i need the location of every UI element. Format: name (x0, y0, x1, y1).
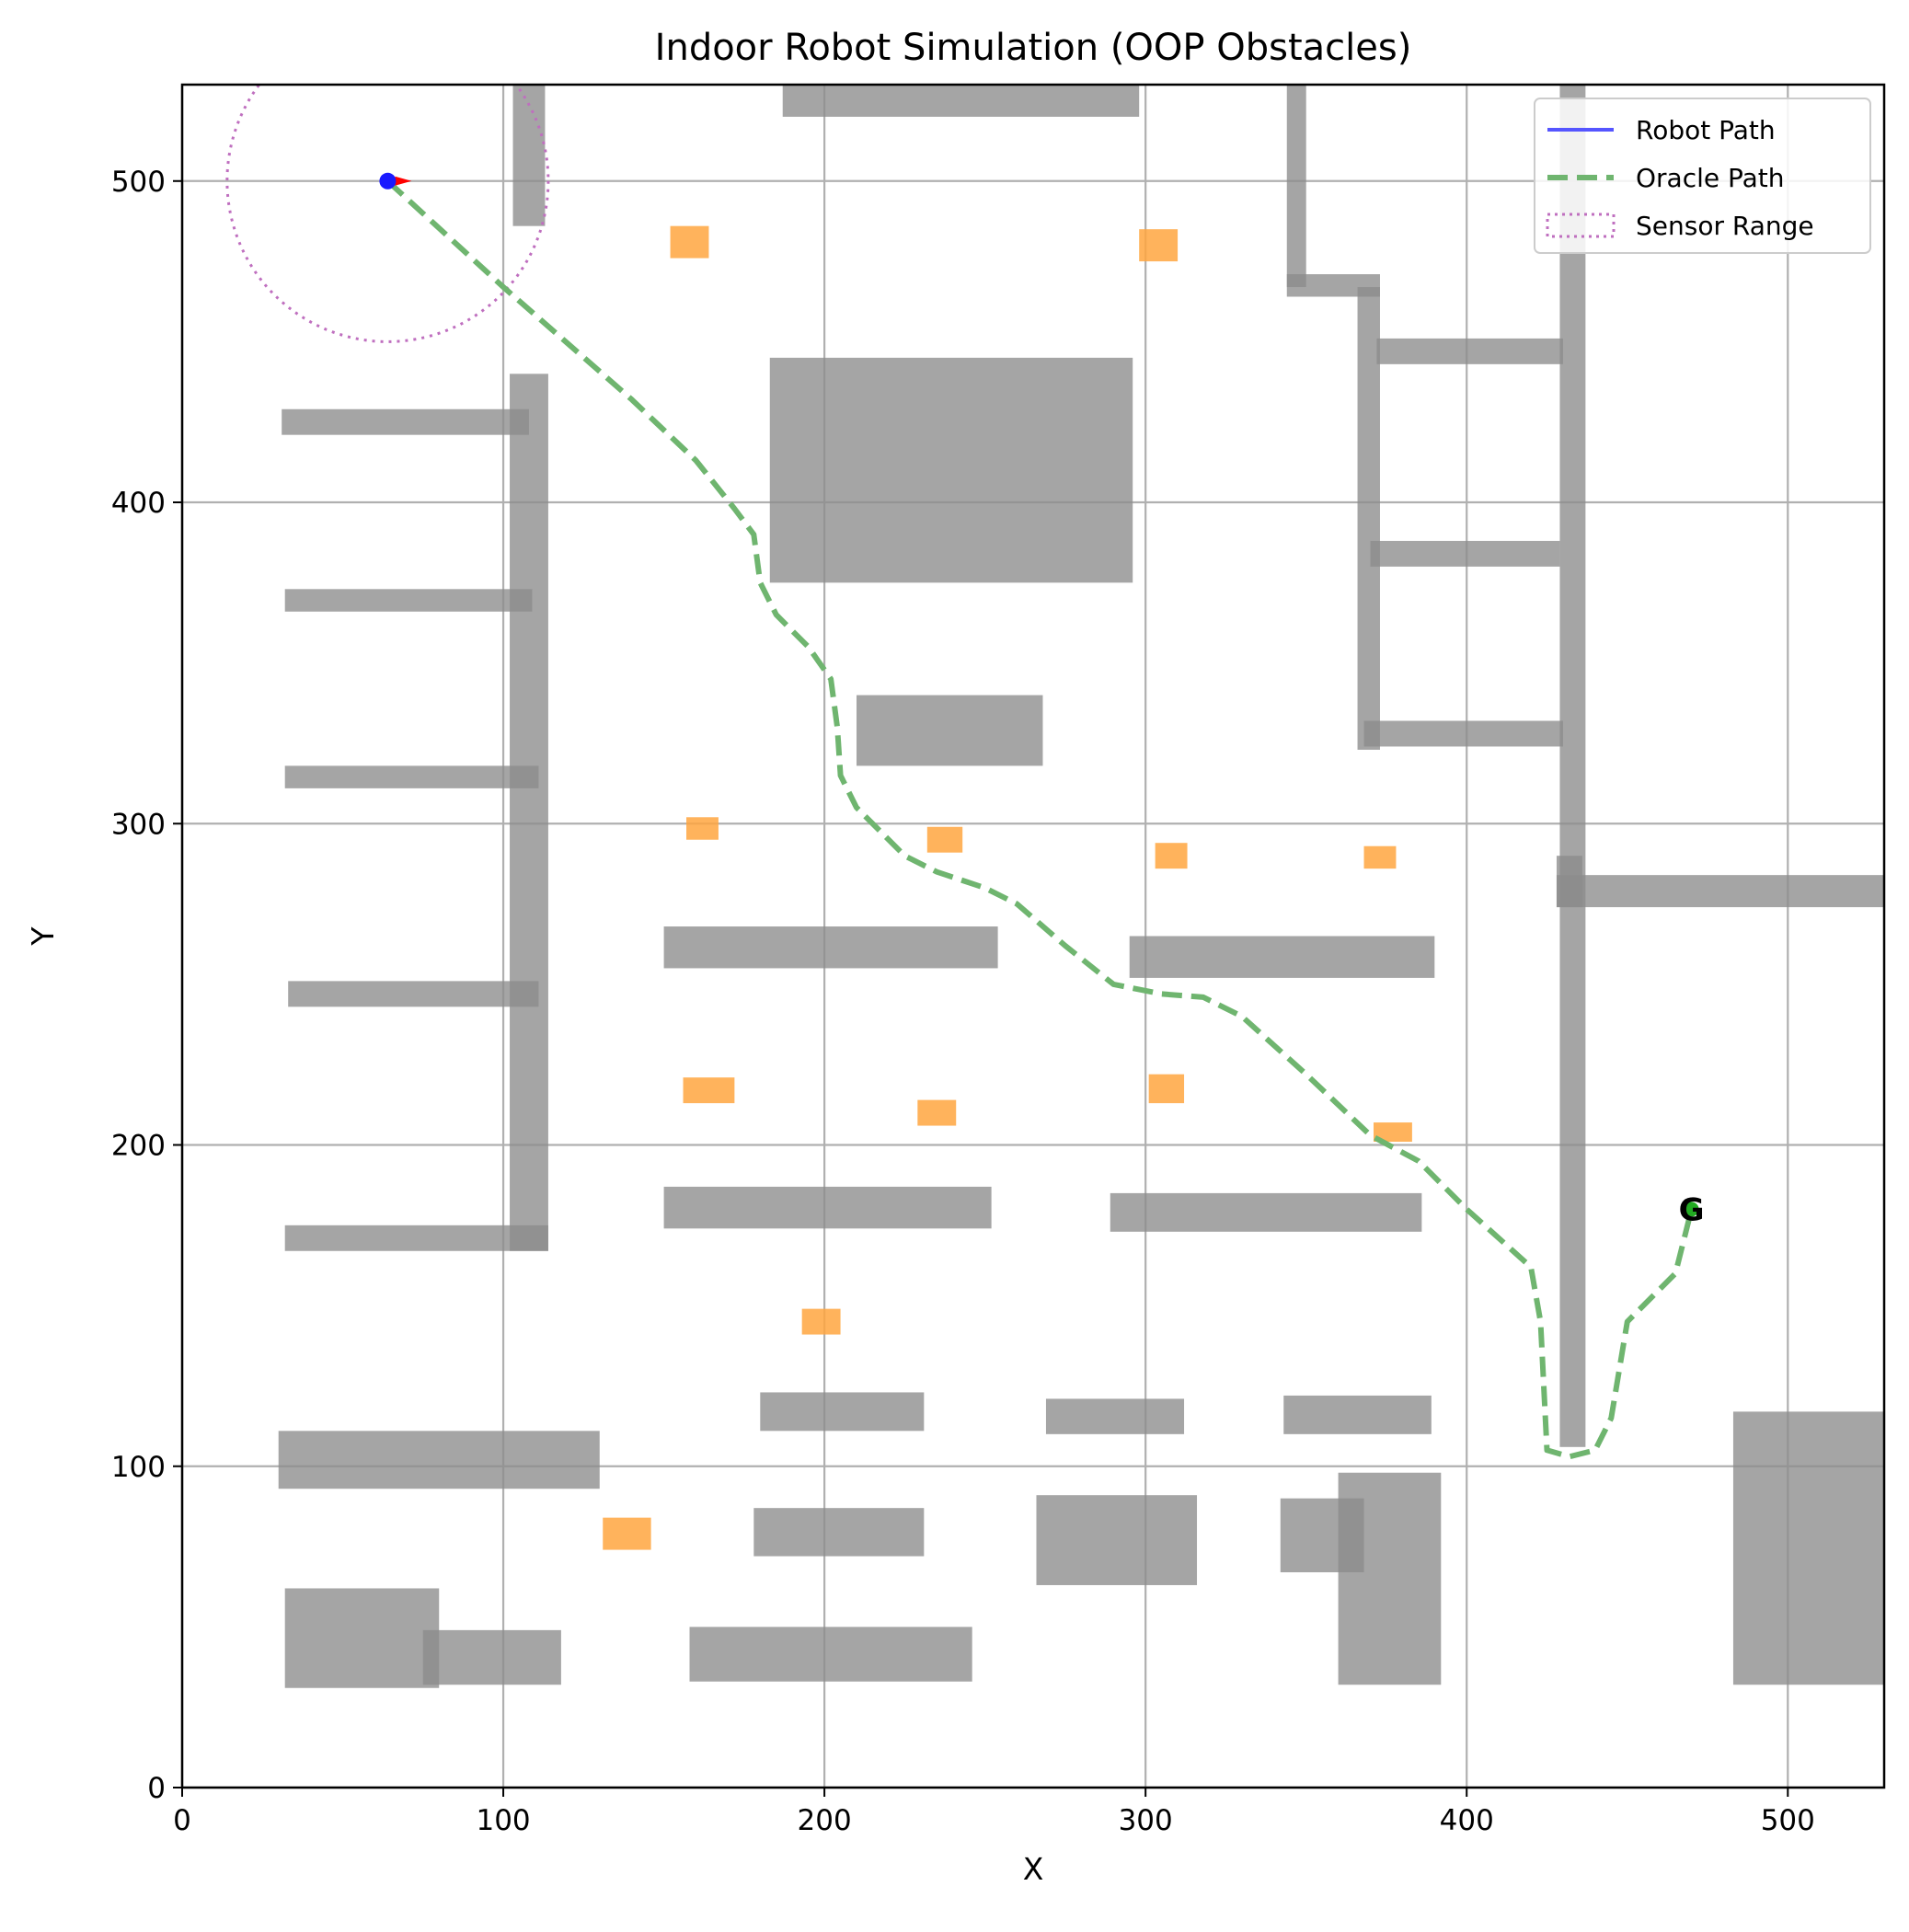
x-tick-label: 500 (1761, 1804, 1815, 1837)
wall-obstacle (1363, 720, 1563, 747)
y-tick-label: 200 (111, 1130, 166, 1163)
wall-obstacle (1370, 540, 1560, 567)
small-obstacle (603, 1517, 651, 1550)
wall-obstacle (1732, 1411, 1884, 1685)
small-obstacle (1148, 1074, 1185, 1104)
small-obstacle (1363, 845, 1397, 869)
wall-obstacle (1556, 856, 1582, 908)
wall-obstacle (422, 1629, 561, 1685)
small-obstacle (1155, 843, 1188, 869)
wall-obstacle (689, 1627, 972, 1682)
legend-label-robot-path: Robot Path (1636, 115, 1776, 145)
plot-frame (180, 83, 1886, 1789)
wall-obstacle (512, 85, 546, 226)
wall-obstacle (1556, 875, 1884, 908)
legend: Robot Path Oracle Path Sensor Range (1534, 98, 1871, 254)
legend-label-sensor-range: Sensor Range (1636, 211, 1814, 241)
wall-obstacle (278, 1431, 600, 1489)
axis-ticks: 0 100 200 300 400 500 0 100 200 300 400 500 (111, 166, 1815, 1837)
wall-obstacle (510, 374, 548, 1251)
wall-obstacle (284, 1588, 440, 1688)
y-tick-label: 500 (111, 166, 166, 199)
wall-obstacle (760, 1392, 925, 1432)
small-obstacle (801, 1308, 841, 1335)
y-axis-label: Y (25, 926, 61, 947)
wall-obstacle (1376, 338, 1563, 364)
small-obstacle (917, 1099, 957, 1126)
x-tick-label: 400 (1440, 1804, 1494, 1837)
markers: G (379, 172, 1705, 1228)
y-tick-label: 0 (147, 1772, 166, 1805)
wall-obstacle (1338, 1472, 1442, 1685)
x-tick-label: 300 (1119, 1804, 1173, 1837)
paths (225, 85, 1695, 1460)
x-tick-label: 100 (476, 1804, 530, 1837)
x-axis-label: X (1023, 1851, 1044, 1887)
robot-heading-arrow (395, 176, 412, 186)
legend-label-oracle-path: Oracle Path (1636, 163, 1785, 193)
y-tick-label: 300 (111, 808, 166, 841)
robot-marker (379, 172, 397, 190)
legend-box (1534, 98, 1871, 254)
wall-obstacle (288, 981, 539, 1007)
obstacles (278, 85, 1884, 1688)
wall-obstacle (284, 765, 539, 788)
small-obstacle (670, 225, 709, 259)
y-tick-label: 100 (111, 1451, 166, 1484)
y-tick-label: 400 (111, 487, 166, 520)
chart-title: Indoor Robot Simulation (OOP Obstacles) (655, 27, 1412, 69)
wall-obstacle (663, 1186, 992, 1229)
small-obstacle (683, 1077, 735, 1104)
small-obstacle (1139, 229, 1179, 262)
small-obstacle (926, 826, 963, 853)
wall-obstacle (1036, 1495, 1198, 1585)
wall-obstacle (1129, 936, 1435, 978)
wall-obstacle (782, 85, 1140, 117)
wall-obstacle (1286, 85, 1306, 288)
wall-obstacle (769, 357, 1133, 583)
oracle-path-line (385, 178, 1695, 1460)
wall-obstacle (663, 926, 998, 969)
wall-obstacle (1045, 1398, 1185, 1434)
goal-marker (1684, 1202, 1699, 1217)
goal-label: G (1679, 1191, 1705, 1228)
wall-obstacle (1357, 287, 1380, 750)
wall-obstacle (1559, 85, 1586, 1447)
small-obstacle (1374, 1122, 1412, 1143)
x-tick-label: 200 (798, 1804, 852, 1837)
wall-obstacle (282, 408, 529, 435)
wall-obstacle (284, 589, 533, 612)
small-obstacle (686, 817, 719, 840)
wall-obstacle (857, 695, 1043, 766)
sensor-range-circle (225, 85, 550, 343)
wall-obstacle (1110, 1192, 1422, 1232)
wall-obstacle (753, 1508, 925, 1557)
wall-obstacle (284, 1225, 548, 1251)
wall-obstacle (1283, 1395, 1432, 1434)
x-tick-label: 0 (173, 1804, 191, 1837)
